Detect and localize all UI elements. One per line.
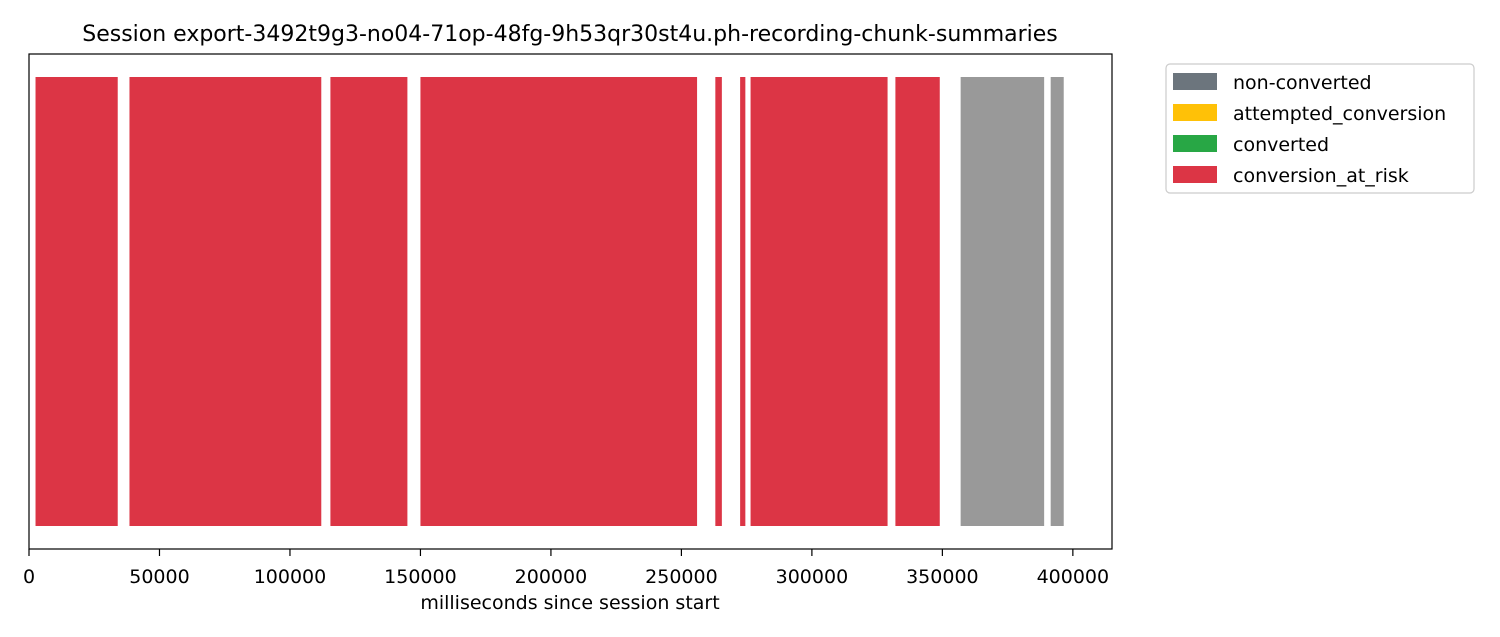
x-tick-label: 350000 bbox=[906, 566, 979, 588]
segment-bar-10 bbox=[1051, 77, 1064, 526]
segment-bar-1 bbox=[36, 77, 118, 526]
x-tick-label: 150000 bbox=[384, 566, 457, 588]
x-tick-label: 400000 bbox=[1037, 566, 1110, 588]
x-axis-label: milliseconds since session start bbox=[420, 592, 719, 614]
x-tick-label: 300000 bbox=[776, 566, 849, 588]
chart-title: Session export-3492t9g3-no04-71op-48fg-9… bbox=[82, 22, 1058, 47]
x-tick-label: 0 bbox=[23, 566, 35, 588]
segment-bar-6 bbox=[740, 77, 745, 526]
x-tick-label: 250000 bbox=[645, 566, 718, 588]
segment-bar-2 bbox=[129, 77, 321, 526]
segment-bar-3 bbox=[330, 77, 407, 526]
legend-swatch bbox=[1173, 135, 1217, 152]
x-axis-ticks: 0 50000 100000 150000 200000 250000 300000 3500… bbox=[23, 549, 1109, 588]
legend-label: non-converted bbox=[1233, 72, 1372, 94]
bars-layer bbox=[36, 77, 1064, 526]
x-tick-label: 50000 bbox=[129, 566, 189, 588]
segment-bar-8 bbox=[895, 77, 939, 526]
legend-swatch bbox=[1173, 166, 1217, 183]
x-tick-label: 200000 bbox=[515, 566, 588, 588]
legend-label: converted bbox=[1233, 134, 1329, 156]
segment-bar-5 bbox=[715, 77, 722, 526]
segment-bar-4 bbox=[420, 77, 697, 526]
legend-label: conversion_at_risk bbox=[1233, 165, 1409, 187]
legend: non-converted attempted_conversionconvert… bbox=[1166, 64, 1474, 193]
legend-swatch bbox=[1173, 73, 1217, 90]
segment-bar-7 bbox=[751, 77, 888, 526]
x-tick-label: 100000 bbox=[254, 566, 327, 588]
segment-bar-9 bbox=[961, 77, 1045, 526]
legend-swatch bbox=[1173, 104, 1217, 121]
legend-label: attempted_conversion bbox=[1233, 103, 1446, 125]
